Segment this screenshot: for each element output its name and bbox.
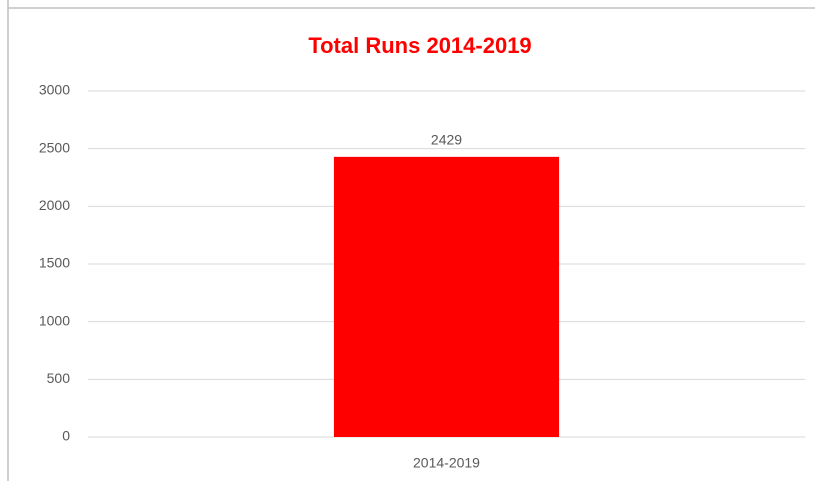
- x-tick-label: 2014-2019: [413, 455, 480, 471]
- y-tick-label: 2000: [39, 197, 70, 213]
- y-tick-label: 0: [62, 428, 70, 444]
- y-tick-label: 1000: [39, 312, 70, 328]
- y-tick-label: 500: [47, 370, 71, 386]
- y-tick-label: 3000: [39, 82, 70, 98]
- y-tick-label: 1500: [39, 255, 70, 271]
- bar: [333, 156, 560, 437]
- chart-title: Total Runs 2014-2019: [308, 33, 531, 58]
- y-tick-label: 2500: [39, 139, 70, 155]
- data-label: 2429: [431, 132, 462, 148]
